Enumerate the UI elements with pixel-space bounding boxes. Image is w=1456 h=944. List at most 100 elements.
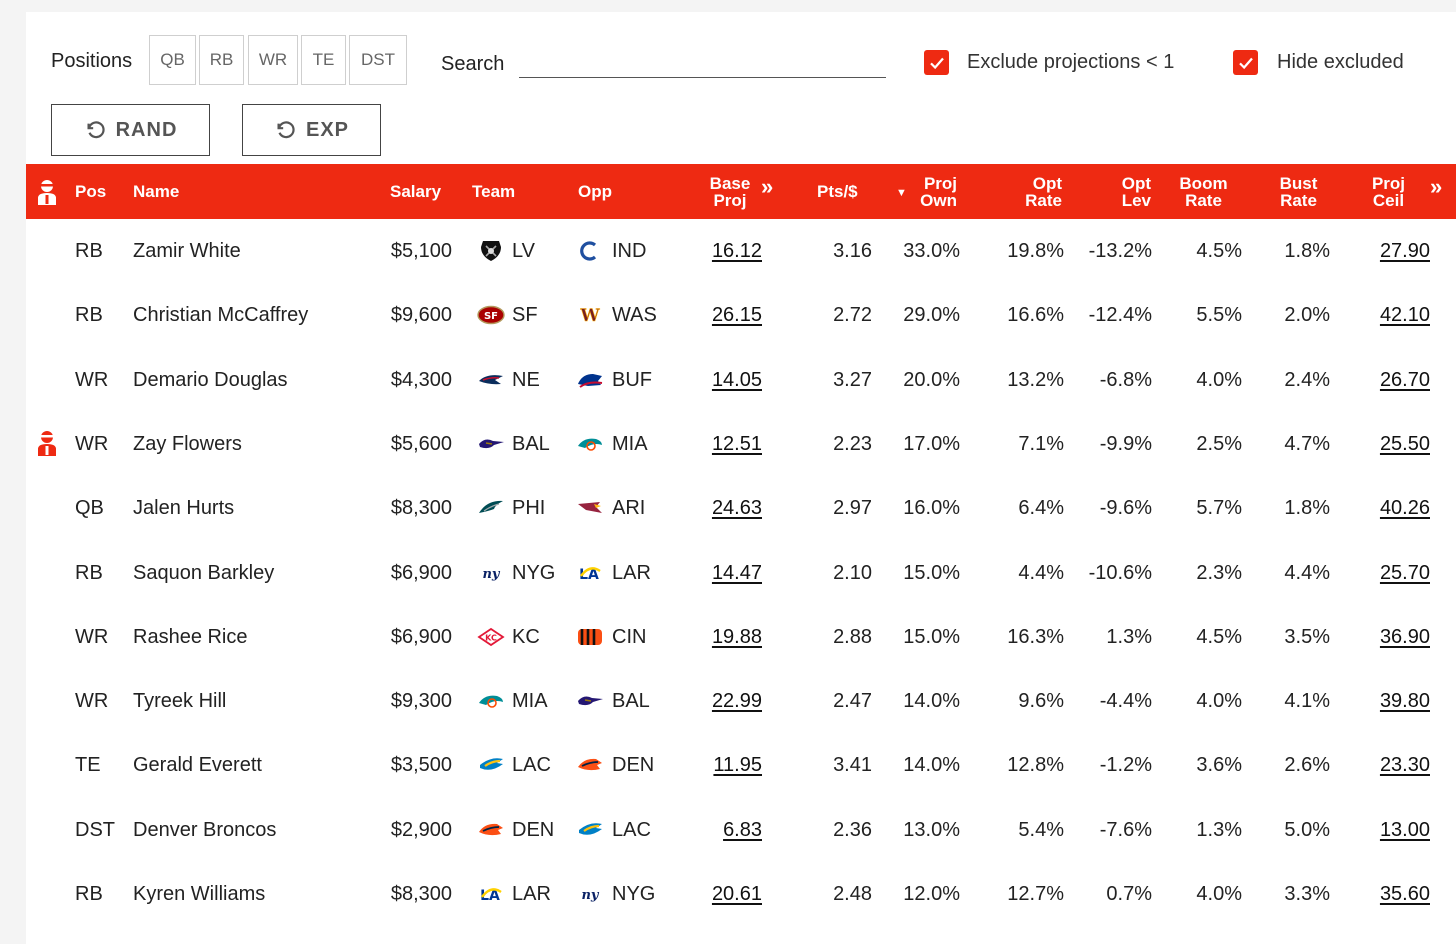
salary-cell: $9,300 [390, 690, 452, 713]
exp-button-label: EXP [305, 118, 350, 141]
opt-lev-cell: -10.6% [1088, 561, 1152, 584]
col-bust-rate[interactable]: Bust Rate [1276, 175, 1321, 209]
table-row[interactable]: WR Rashee Rice $6,900 KC KC CIN 19.88 2.… [26, 605, 1456, 669]
search-input[interactable] [519, 48, 886, 78]
table-row[interactable]: WR Demario Douglas $4,300 NE BUF 14.05 3… [26, 348, 1456, 412]
player-name[interactable]: Zamir White [133, 240, 241, 262]
salary-cell: $9,600 [390, 304, 452, 327]
player-name[interactable]: Rashee Rice [133, 625, 248, 648]
col-name[interactable]: Name [133, 182, 180, 201]
positions-label: Positions [51, 50, 133, 72]
proj-ceil-link[interactable]: 27.90 [1379, 240, 1430, 262]
broncos-logo-icon [576, 754, 604, 776]
proj-ceil-link[interactable]: 25.50 [1379, 432, 1430, 455]
proj-own-cell: 17.0% [903, 432, 960, 455]
position-filter-qb[interactable]: QB [149, 35, 196, 85]
col-proj-own[interactable]: Proj Own [912, 175, 957, 209]
col-opt-rate[interactable]: Opt Rate [1016, 175, 1062, 209]
proj-ceil-link[interactable]: 39.80 [1379, 690, 1430, 713]
exclude-projections-checkbox[interactable] [924, 50, 949, 75]
hide-excluded-checkbox[interactable] [1233, 50, 1258, 75]
position-filter-wr[interactable]: WR [248, 35, 298, 85]
proj-ceil-link[interactable]: 40.26 [1379, 497, 1430, 520]
table-row[interactable]: DST Denver Broncos $2,900 DEN LAC 6.83 2… [26, 798, 1456, 862]
star-player-icon[interactable] [36, 178, 58, 206]
proj-ceil-link[interactable]: 42.10 [1379, 304, 1430, 327]
position-cell: WR [75, 690, 109, 713]
base-proj-link[interactable]: 16.12 [711, 240, 762, 262]
position-filter-rb[interactable]: RB [199, 35, 244, 85]
position-cell: QB [75, 497, 104, 520]
double-chevron-right-icon[interactable]: » [1430, 174, 1443, 199]
col-proj-ceil[interactable]: Proj Ceil [1366, 175, 1411, 209]
base-proj-link[interactable]: 24.63 [711, 497, 762, 520]
salary-cell: $5,600 [390, 432, 452, 455]
player-name[interactable]: Saquon Barkley [133, 561, 275, 584]
table-row[interactable]: WR Zay Flowers $5,600 BAL MIA 12.51 2.23… [26, 412, 1456, 476]
opt-rate-cell: 9.6% [1018, 690, 1064, 713]
double-chevron-right-icon[interactable]: » [761, 174, 774, 199]
undo-icon [277, 121, 295, 139]
base-proj-link[interactable]: 22.99 [711, 690, 762, 713]
player-name[interactable]: Denver Broncos [133, 818, 277, 841]
position-cell: RB [75, 883, 103, 905]
base-proj-link[interactable]: 12.51 [711, 432, 762, 455]
player-name[interactable]: Kyren Williams [133, 883, 266, 905]
salary-cell: $6,900 [390, 561, 452, 584]
exp-button[interactable]: EXP [242, 104, 381, 156]
base-proj-link[interactable]: 19.88 [711, 625, 762, 648]
col-boom-rate[interactable]: Boom Rate [1176, 175, 1231, 209]
dolphins-logo-icon [477, 690, 505, 712]
table-row[interactable]: RB Saquon Barkley $6,900 ny NYG LA LAR 1… [26, 541, 1456, 605]
proj-ceil-link[interactable]: 23.30 [1379, 754, 1430, 777]
table-row[interactable]: RB Zamir White $5,100 LV IND 16.12 3.16 … [26, 219, 1456, 283]
col-salary[interactable]: Salary [390, 182, 442, 201]
position-filter-dst[interactable]: DST [349, 35, 407, 85]
col-base-proj[interactable]: Base Proj [707, 175, 753, 209]
player-name[interactable]: Jalen Hurts [133, 497, 235, 520]
col-opp[interactable]: Opp [578, 182, 612, 201]
position-cell: RB [75, 304, 103, 327]
player-name[interactable]: Gerald Everett [133, 754, 262, 777]
position-cell: DST [75, 818, 115, 841]
col-team[interactable]: Team [472, 182, 516, 201]
player-name[interactable]: Christian McCaffrey [133, 304, 309, 327]
svg-text:SF: SF [484, 311, 498, 322]
player-name[interactable]: Tyreek Hill [133, 690, 227, 713]
col-opt-lev[interactable]: Opt Lev [1106, 175, 1151, 209]
proj-own-cell: 13.0% [903, 818, 960, 841]
proj-ceil-link[interactable]: 36.90 [1379, 625, 1430, 648]
table-row[interactable]: RB Christian McCaffrey $9,600 SF SF W WA… [26, 283, 1456, 347]
star-player-icon[interactable] [36, 429, 58, 457]
base-proj-link[interactable]: 14.47 [711, 561, 762, 584]
proj-own-cell: 15.0% [903, 561, 960, 584]
pts-per-dollar-cell: 2.47 [833, 690, 872, 713]
boom-rate-cell: 4.5% [1196, 240, 1242, 262]
proj-ceil-link[interactable]: 13.00 [1379, 818, 1430, 841]
col-pos[interactable]: Pos [75, 182, 107, 201]
rand-button[interactable]: RAND [51, 104, 210, 156]
table-row[interactable]: QB Jalen Hurts $8,300 PHI ARI 24.63 2.97… [26, 476, 1456, 540]
pts-per-dollar-cell: 2.88 [833, 625, 872, 648]
pts-per-dollar-cell: 2.23 [833, 432, 872, 455]
base-proj-link[interactable]: 14.05 [711, 368, 762, 391]
base-proj-link[interactable]: 11.95 [713, 754, 762, 777]
proj-ceil-link[interactable]: 25.70 [1379, 561, 1430, 584]
position-cell: WR [75, 625, 109, 648]
player-name[interactable]: Demario Douglas [133, 368, 288, 391]
base-proj-link[interactable]: 20.61 [711, 883, 762, 905]
table-row[interactable]: RB Kyren Williams $8,300 LA LAR ny NYG 2… [26, 862, 1456, 926]
table-row[interactable]: WR Tyreek Hill $9,300 MIA BAL 22.99 2.47… [26, 669, 1456, 733]
opponent-cell: NYG [612, 883, 656, 905]
proj-ceil-link[interactable]: 26.70 [1379, 368, 1430, 391]
base-proj-link[interactable]: 6.83 [723, 818, 762, 841]
base-proj-link[interactable]: 26.15 [711, 304, 762, 327]
table-row[interactable]: TE Gerald Everett $3,500 LAC DEN 11.95 3… [26, 733, 1456, 797]
proj-ceil-link[interactable]: 35.60 [1379, 883, 1430, 905]
boom-rate-cell: 4.0% [1196, 883, 1242, 905]
position-filter-te[interactable]: TE [301, 35, 346, 85]
player-name[interactable]: Zay Flowers [133, 432, 242, 455]
bust-rate-cell: 4.7% [1284, 432, 1330, 455]
col-pts-per-dollar[interactable]: Pts/$ [817, 182, 858, 201]
proj-own-cell: 33.0% [903, 240, 960, 262]
